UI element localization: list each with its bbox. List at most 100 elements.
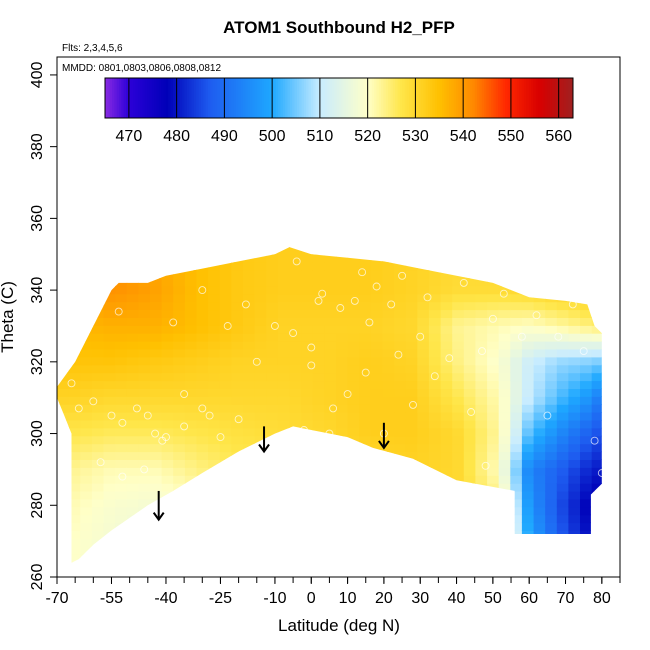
heatmap-cell: [138, 317, 151, 326]
heatmap-cell: [150, 254, 163, 263]
heatmap-cell: [312, 364, 325, 374]
heatmap-cell: [243, 341, 256, 350]
colorbar-swatch: [498, 78, 501, 118]
heatmap-cell: [359, 301, 372, 311]
heatmap-cell: [103, 530, 116, 539]
heatmap-cell: [254, 412, 267, 421]
x-axis-label: Latitude (deg N): [278, 616, 400, 635]
heatmap-cell: [80, 270, 93, 279]
heatmap-cell: [161, 333, 174, 342]
heatmap-cell: [347, 277, 360, 287]
heatmap-cell: [382, 514, 395, 524]
heatmap-cell: [173, 498, 186, 508]
heatmap-cell: [498, 254, 511, 263]
colorbar-swatch: [310, 78, 314, 118]
heatmap-cell: [370, 309, 383, 318]
heatmap-cell: [68, 546, 81, 555]
heatmap-cell: [370, 561, 383, 563]
heatmap-cell: [196, 475, 209, 484]
heatmap-cell: [452, 419, 465, 429]
heatmap-cell: [208, 380, 221, 389]
heatmap-cell: [370, 348, 383, 358]
heatmap-cell: [475, 514, 488, 524]
heatmap-cell: [394, 419, 407, 429]
colorbar-swatch: [259, 78, 263, 118]
heatmap-cell: [556, 435, 569, 445]
heatmap-cell: [498, 325, 511, 334]
heatmap-cell: [510, 522, 523, 531]
heatmap-cell: [80, 372, 93, 382]
heatmap-cell: [301, 483, 314, 492]
colorbar-swatch: [456, 78, 459, 118]
colorbar-swatch: [266, 78, 270, 118]
heatmap-cell: [324, 467, 337, 476]
heatmap-cell: [556, 475, 569, 484]
heatmap-cell: [452, 530, 465, 539]
heatmap-cell: [603, 515, 615, 524]
heatmap-cell: [68, 341, 81, 350]
heatmap-cell: [428, 419, 442, 429]
heatmap-cell: [394, 247, 407, 255]
heatmap-cell: [417, 427, 430, 437]
heatmap-cell: [68, 309, 81, 318]
heatmap-cell: [312, 317, 325, 326]
heatmap-cell: [243, 506, 256, 516]
heatmap-cell: [173, 270, 186, 279]
heatmap-cell: [521, 412, 535, 421]
colorbar-swatch: [474, 78, 478, 118]
heatmap-cell: [533, 262, 546, 271]
colorbar-swatch: [128, 78, 132, 118]
heatmap-cell: [440, 427, 453, 437]
heatmap-cell: [603, 357, 615, 366]
heatmap-cell: [289, 317, 302, 326]
heatmap-cell: [545, 254, 558, 263]
heatmap-cell: [57, 254, 70, 263]
heatmap-cell: [417, 554, 430, 563]
heatmap-cell: [80, 341, 93, 350]
colorbar-swatch: [353, 78, 356, 118]
heatmap-cell: [521, 538, 535, 547]
heatmap-cell: [231, 341, 244, 350]
heatmap-cell: [80, 554, 93, 563]
heatmap-cell: [533, 467, 546, 476]
heatmap-cell: [91, 348, 105, 358]
heatmap-cell: [254, 285, 267, 295]
heatmap-cell: [603, 365, 615, 374]
heatmap-cell: [521, 356, 535, 366]
heatmap-cell: [556, 333, 569, 342]
heatmap-cell: [336, 277, 349, 287]
heatmap-cell: [161, 554, 174, 563]
heatmap-cell: [556, 483, 569, 492]
heatmap-cell: [103, 538, 116, 547]
heatmap-cell: [266, 364, 279, 374]
heatmap-cell: [394, 270, 407, 279]
heatmap-cell: [254, 427, 267, 437]
heatmap-cell: [336, 333, 349, 342]
heatmap-cell: [277, 475, 290, 484]
heatmap-cell: [103, 506, 116, 516]
heatmap-cell: [208, 498, 221, 508]
sample-point: [467, 408, 476, 416]
heatmap-cell: [591, 475, 602, 484]
heatmap-cell: [487, 270, 500, 279]
heatmap-cell: [243, 333, 256, 342]
heatmap-cell: [452, 341, 465, 350]
heatmap-cell: [440, 247, 453, 255]
colorbar-swatch: [388, 78, 391, 118]
heatmap-cell: [428, 459, 442, 468]
heatmap-cell: [150, 325, 163, 334]
heatmap-cell: [219, 262, 232, 271]
heatmap-cell: [196, 247, 209, 255]
colorbar-swatch: [404, 78, 408, 118]
heatmap-cell: [301, 412, 314, 421]
heatmap-cell: [463, 506, 476, 516]
heatmap-cell: [521, 341, 535, 350]
heatmap-cell: [568, 514, 581, 524]
heatmap-cell: [336, 498, 349, 508]
sample-point: [499, 289, 508, 298]
heatmap-cell: [510, 270, 523, 279]
heatmap-cell: [580, 309, 593, 318]
heatmap-cell: [347, 262, 360, 271]
heatmap-cell: [556, 546, 569, 555]
heatmap-cell: [138, 285, 151, 295]
